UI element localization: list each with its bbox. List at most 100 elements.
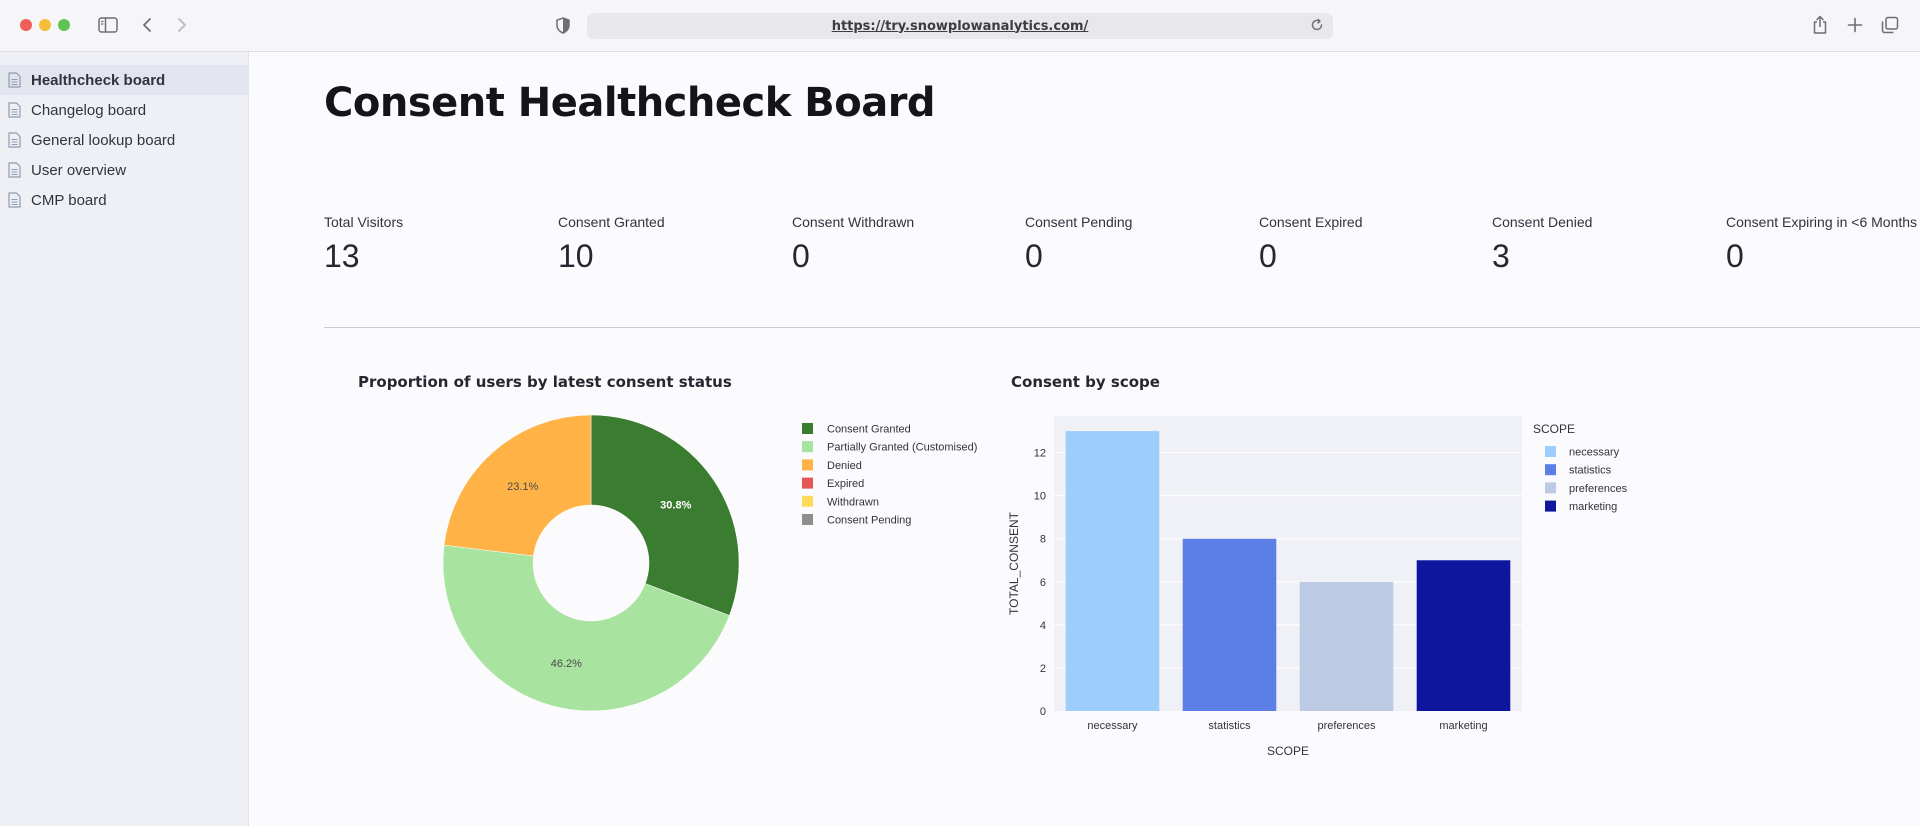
x-tick-label: preferences	[1317, 720, 1376, 732]
legend-label: marketing	[1569, 501, 1617, 513]
metric-label: Consent Expired	[1259, 214, 1363, 230]
legend-title: SCOPE	[1533, 422, 1575, 436]
sidebar: Healthcheck board Changelog board Genera…	[0, 52, 249, 826]
metric-consent-expired: Consent Expired 0	[1259, 214, 1363, 275]
document-icon	[8, 102, 21, 123]
metric-label: Consent Withdrawn	[792, 214, 915, 230]
legend-swatch[interactable]	[1545, 482, 1556, 494]
donut-slice-label: 46.2%	[551, 658, 582, 670]
metric-total-visitors: Total Visitors 13	[324, 214, 403, 275]
donut-slice[interactable]	[590, 414, 740, 616]
legend-label: preferences	[1569, 483, 1628, 495]
legend-swatch[interactable]	[802, 459, 813, 471]
y-tick-label: 0	[1040, 706, 1046, 718]
new-tab-icon[interactable]	[1844, 14, 1866, 36]
sidebar-item-user-overview[interactable]: User overview	[0, 155, 249, 185]
sidebar-item-label: General lookup board	[31, 131, 176, 149]
metric-consent-withdrawn: Consent Withdrawn 0	[792, 214, 914, 275]
tab-overview-icon[interactable]	[1879, 14, 1901, 36]
metric-consent-expiring: Consent Expiring in <6 Months 0	[1726, 214, 1917, 275]
legend-label: Partially Granted (Customised)	[827, 442, 977, 454]
legend-swatch[interactable]	[1545, 446, 1556, 457]
legend-label: Expired	[827, 478, 864, 490]
sidebar-item-label: Changelog board	[31, 101, 147, 119]
document-icon	[8, 192, 21, 213]
y-tick-label: 4	[1040, 620, 1046, 632]
metric-value: 10	[558, 238, 594, 274]
y-axis-title: TOTAL_CONSENT	[1007, 511, 1021, 615]
legend-swatch[interactable]	[802, 495, 813, 507]
y-tick-label: 8	[1040, 534, 1046, 546]
donut-chart-title: Proportion of users by latest consent st…	[358, 373, 732, 391]
sidebar-item-healthcheck-board[interactable]: Healthcheck board	[0, 65, 249, 95]
metric-label: Consent Pending	[1025, 214, 1133, 230]
back-icon[interactable]	[136, 14, 158, 36]
close-window-button[interactable]	[20, 19, 32, 31]
legend-swatch[interactable]	[802, 477, 813, 489]
document-icon	[8, 162, 21, 183]
y-tick-label: 2	[1040, 663, 1046, 675]
legend-label: Withdrawn	[827, 496, 879, 508]
metric-value: 3	[1492, 238, 1510, 274]
legend-swatch[interactable]	[802, 514, 813, 525]
sidebar-item-cmp-board[interactable]: CMP board	[0, 185, 249, 215]
privacy-shield-icon[interactable]	[552, 14, 574, 36]
legend-swatch[interactable]	[802, 423, 813, 434]
sidebar-item-label: CMP board	[31, 191, 107, 209]
share-icon[interactable]	[1809, 14, 1831, 36]
metric-label: Consent Denied	[1492, 214, 1593, 230]
y-tick-label: 6	[1040, 577, 1046, 589]
sidebar-item-changelog-board[interactable]: Changelog board	[0, 95, 249, 125]
x-tick-label: marketing	[1439, 720, 1487, 732]
sidebar-toggle-icon[interactable]	[97, 14, 119, 36]
page-title: Consent Healthcheck Board	[324, 80, 936, 126]
metric-label: Consent Expiring in <6 Months	[1726, 214, 1918, 230]
metric-consent-pending: Consent Pending 0	[1025, 214, 1132, 275]
legend-label: Consent Granted	[827, 424, 911, 436]
consent-by-scope-bar-chart: 0 2 4 6 8 10 12 necessary statistics preferences m…	[1007, 416, 1628, 758]
donut-slice-label: 30.8%	[660, 499, 691, 511]
bar-statistics[interactable]	[1182, 538, 1277, 711]
section-divider	[324, 327, 1920, 328]
metric-value: 13	[324, 238, 360, 274]
x-axis-title: SCOPE	[1267, 744, 1309, 758]
donut-slice[interactable]	[442, 544, 730, 712]
bar-marketing[interactable]	[1416, 560, 1511, 711]
sidebar-item-general-lookup-board[interactable]: General lookup board	[0, 125, 249, 155]
metric-label: Total Visitors	[324, 214, 404, 230]
legend-swatch[interactable]	[802, 441, 813, 453]
y-tick-label: 10	[1034, 491, 1046, 503]
metric-value: 0	[792, 238, 810, 274]
sidebar-item-label: Healthcheck board	[31, 71, 166, 89]
url-text: https://try.snowplowanalytics.com/	[831, 18, 1089, 34]
legend-label: Denied	[827, 460, 862, 472]
metric-value: 0	[1726, 238, 1744, 274]
legend-label: Consent Pending	[827, 515, 911, 527]
sidebar-item-label: User overview	[31, 161, 127, 179]
forward-icon[interactable]	[171, 14, 193, 36]
browser-toolbar: https://try.snowplowanalytics.com/	[0, 0, 1920, 52]
reload-icon[interactable]	[1309, 17, 1325, 38]
zoom-window-button[interactable]	[58, 19, 70, 31]
legend-label: statistics	[1569, 465, 1612, 477]
x-tick-label: necessary	[1087, 720, 1138, 732]
metric-consent-granted: Consent Granted 10	[558, 214, 665, 275]
donut-slice-label: 23.1%	[507, 481, 538, 493]
bar-necessary[interactable]	[1065, 431, 1160, 711]
address-bar[interactable]: https://try.snowplowanalytics.com/	[587, 13, 1333, 39]
bar-preferences[interactable]	[1299, 581, 1394, 711]
y-tick-label: 12	[1034, 448, 1046, 460]
bar-chart-title: Consent by scope	[1011, 373, 1160, 391]
metric-value: 0	[1259, 238, 1277, 274]
metric-label: Consent Granted	[558, 214, 665, 230]
metric-consent-denied: Consent Denied 3	[1492, 214, 1592, 275]
x-tick-label: statistics	[1208, 720, 1251, 732]
legend-swatch[interactable]	[1545, 500, 1556, 512]
document-icon	[8, 72, 21, 93]
donut-slice[interactable]	[443, 414, 592, 557]
legend-label: necessary	[1569, 447, 1620, 459]
metric-value: 0	[1025, 238, 1043, 274]
minimize-window-button[interactable]	[39, 19, 51, 31]
legend-swatch[interactable]	[1545, 464, 1556, 476]
consent-status-donut-chart: 30.8% 46.2% 23.1% Consent Granted Partially …	[442, 414, 977, 712]
